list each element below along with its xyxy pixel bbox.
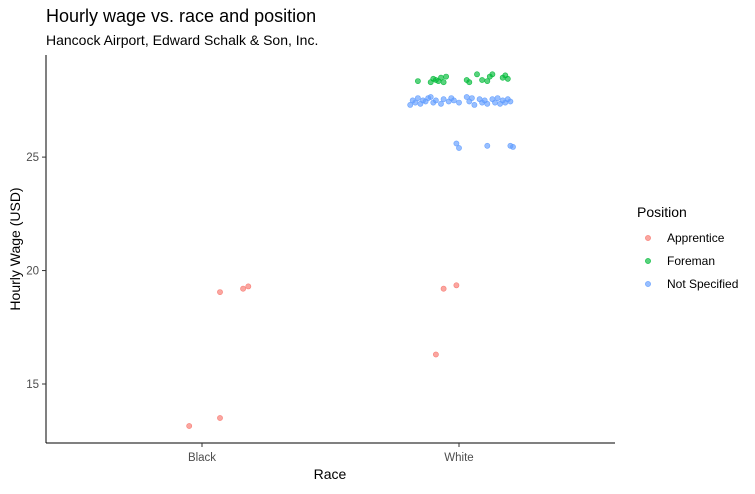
data-point bbox=[471, 102, 478, 108]
data-point bbox=[438, 100, 444, 107]
data-point bbox=[407, 102, 414, 108]
x-ticks: Black White bbox=[188, 443, 474, 464]
x-tick-label: Black bbox=[188, 452, 216, 464]
data-point bbox=[484, 100, 491, 107]
axes bbox=[45, 55, 615, 444]
series-foreman bbox=[414, 71, 511, 86]
data-point bbox=[484, 142, 491, 149]
chart-subtitle: Hancock Airport, Edward Schalk & Son, In… bbox=[46, 32, 318, 48]
data-point bbox=[414, 95, 421, 101]
data-point bbox=[440, 79, 447, 86]
data-point bbox=[466, 79, 473, 86]
data-point bbox=[484, 78, 491, 84]
data-point bbox=[489, 71, 496, 78]
legend-key bbox=[645, 235, 651, 241]
data-point bbox=[440, 96, 447, 103]
data-point bbox=[453, 282, 460, 289]
data-point bbox=[453, 140, 460, 147]
data-point bbox=[507, 98, 514, 105]
points-layer bbox=[186, 71, 516, 429]
data-point bbox=[186, 423, 193, 429]
legend-label: Foreman bbox=[667, 254, 715, 268]
data-point bbox=[432, 97, 439, 104]
data-point bbox=[245, 283, 252, 290]
data-point bbox=[440, 285, 447, 292]
data-point bbox=[456, 99, 462, 106]
data-point bbox=[443, 73, 449, 80]
y-tick-label: 25 bbox=[26, 152, 39, 164]
y-axis-title: Hourly Wage (USD) bbox=[7, 187, 23, 310]
data-point bbox=[427, 94, 434, 100]
data-point bbox=[474, 71, 480, 78]
data-point bbox=[479, 77, 485, 83]
y-ticks: 15 20 25 bbox=[26, 152, 46, 391]
data-point bbox=[468, 95, 475, 101]
legend-key bbox=[645, 258, 651, 264]
data-point bbox=[510, 143, 516, 150]
data-point bbox=[450, 97, 457, 104]
chart-title: Hourly wage vs. race and position bbox=[46, 6, 316, 26]
data-point bbox=[414, 78, 421, 84]
series-not-specified bbox=[407, 94, 516, 151]
legend-title: Position bbox=[637, 204, 687, 220]
data-point bbox=[432, 351, 439, 358]
data-point bbox=[456, 145, 462, 151]
legend: Position Apprentice Foreman Not Specified bbox=[637, 204, 738, 291]
legend-label: Not Specified bbox=[667, 277, 738, 291]
legend-key bbox=[645, 281, 651, 287]
data-point bbox=[240, 285, 246, 292]
data-point bbox=[217, 289, 223, 295]
data-point bbox=[494, 95, 501, 101]
data-point bbox=[504, 75, 511, 82]
data-point bbox=[217, 415, 223, 421]
y-tick-label: 20 bbox=[26, 266, 39, 278]
series-apprentice bbox=[186, 282, 460, 429]
x-tick-label: White bbox=[444, 452, 473, 464]
legend-label: Apprentice bbox=[667, 231, 725, 245]
x-axis-title: Race bbox=[314, 466, 347, 482]
y-tick-label: 15 bbox=[26, 379, 39, 391]
